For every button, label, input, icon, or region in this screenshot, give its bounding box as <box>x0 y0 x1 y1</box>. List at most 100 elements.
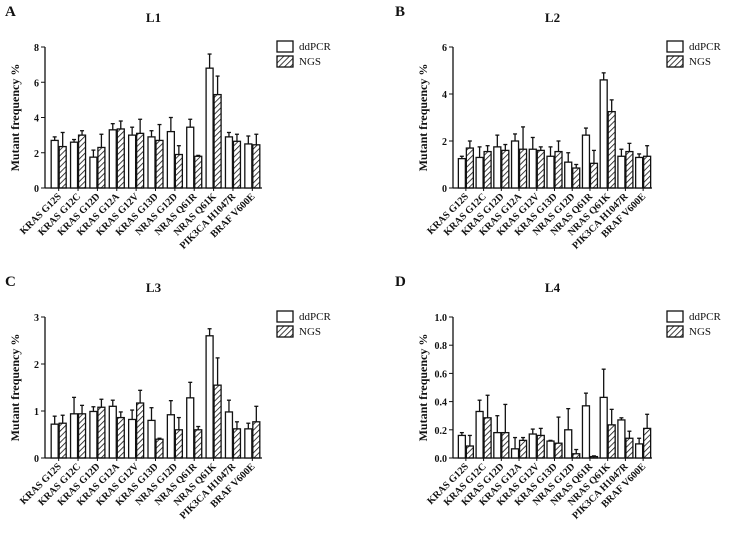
bar-ngs <box>155 438 164 459</box>
legend-swatch-ngs <box>276 325 294 338</box>
bar-ngs <box>97 406 106 459</box>
bar-ngs <box>536 149 545 189</box>
bar-ngs <box>483 417 492 459</box>
legend-swatch-ddpcr <box>666 40 684 53</box>
bar-ngs <box>58 422 67 459</box>
bar-ngs <box>554 442 563 459</box>
bar-ngs <box>213 384 222 459</box>
bar-ngs <box>232 428 242 459</box>
bar-ngs <box>194 155 203 189</box>
bar-ddpcr <box>50 423 59 459</box>
bar-ddpcr <box>493 431 502 459</box>
bar-ngs <box>536 434 545 459</box>
bar-ddpcr <box>127 134 137 189</box>
bar-ddpcr <box>546 440 555 459</box>
bar-ddpcr <box>108 129 117 189</box>
bar-ddpcr <box>224 411 234 459</box>
y-tick-label: 0 <box>442 184 447 195</box>
legend-label: ddPCR <box>689 311 721 323</box>
bar-ddpcr <box>186 397 195 459</box>
bar-ddpcr <box>89 156 98 189</box>
bar-ddpcr <box>89 410 98 459</box>
y-tick-label: 4 <box>34 114 39 125</box>
y-tick-label: 0.2 <box>435 426 448 437</box>
bar-ngs <box>232 140 242 189</box>
y-tick-label: 0.8 <box>435 341 448 352</box>
legend-swatch-ngs <box>276 55 294 68</box>
bar-ddpcr <box>617 419 626 459</box>
y-tick-label: 6 <box>34 78 39 89</box>
bar-ngs <box>589 162 599 189</box>
panel-letter: A <box>5 4 16 20</box>
bar-ddpcr <box>493 146 502 189</box>
bar-ngs <box>77 134 87 189</box>
bar-ngs <box>77 413 87 459</box>
y-axis-label: Mutant frequency % <box>8 64 22 172</box>
bar-ngs <box>501 431 510 459</box>
bar-ddpcr <box>564 161 573 189</box>
legend-label: NGS <box>299 56 321 68</box>
bar-ddpcr <box>475 410 484 459</box>
legend-label: ddPCR <box>689 41 721 53</box>
bar-ngs <box>174 429 184 459</box>
legend-swatch-ngs <box>666 325 684 338</box>
bar-ddpcr <box>510 448 520 459</box>
y-tick-label: 6 <box>442 43 447 54</box>
bar-ngs <box>501 149 510 189</box>
bar-ngs <box>625 150 634 189</box>
y-tick-label: 1.0 <box>435 313 448 324</box>
y-axis-label: Mutant frequency % <box>8 334 22 442</box>
bar-ngs <box>116 128 125 189</box>
legend-label: ddPCR <box>299 41 331 53</box>
bar-ngs <box>518 148 528 189</box>
panel-letter: C <box>5 274 16 290</box>
y-tick-label: 2 <box>442 137 447 148</box>
bar-ngs <box>572 453 581 459</box>
bar-ddpcr <box>457 434 467 459</box>
bar-ddpcr <box>127 418 137 459</box>
legend-label: NGS <box>689 56 711 68</box>
bar-ngs <box>213 93 222 189</box>
bar-ngs <box>554 150 563 189</box>
bar-ddpcr <box>581 405 591 459</box>
bar-ngs <box>625 437 634 459</box>
chart-title: L4 <box>545 280 561 295</box>
bar-ngs <box>174 153 184 189</box>
chart-title: L1 <box>146 10 161 25</box>
y-axis-label: Mutant frequency % <box>416 334 430 442</box>
bar-ddpcr <box>224 136 234 189</box>
bar-ddpcr <box>599 396 608 459</box>
y-tick-label: 1 <box>34 407 39 418</box>
bar-ddpcr <box>528 433 537 459</box>
legend-label: NGS <box>689 326 711 338</box>
bar-ddpcr <box>475 156 484 189</box>
bar-ddpcr <box>634 443 644 459</box>
y-tick-label: 8 <box>34 43 39 54</box>
y-tick-label: 2 <box>34 149 39 160</box>
bar-ddpcr <box>528 148 537 189</box>
legend-swatch-ddpcr <box>276 310 294 323</box>
bar-ngs <box>252 421 261 459</box>
bar-ddpcr <box>581 134 591 189</box>
bar-ngs <box>483 150 492 189</box>
bar-ngs <box>252 144 261 189</box>
legend-swatch-ddpcr <box>666 310 684 323</box>
y-axis-label: Mutant frequency % <box>416 64 430 172</box>
y-tick-label: 0.6 <box>435 369 448 380</box>
bar-ddpcr <box>69 141 79 189</box>
bar-ddpcr <box>510 140 520 189</box>
bar-ddpcr <box>186 126 195 189</box>
bar-ddpcr <box>147 419 156 459</box>
bar-ddpcr <box>166 414 176 459</box>
bar-ddpcr <box>50 139 59 189</box>
bar-ddpcr <box>546 155 555 189</box>
bar-ngs <box>135 402 145 459</box>
bar-ngs <box>607 110 616 189</box>
bar-ngs <box>155 139 164 189</box>
bar-ddpcr <box>457 157 467 189</box>
bar-ddpcr <box>69 413 79 459</box>
